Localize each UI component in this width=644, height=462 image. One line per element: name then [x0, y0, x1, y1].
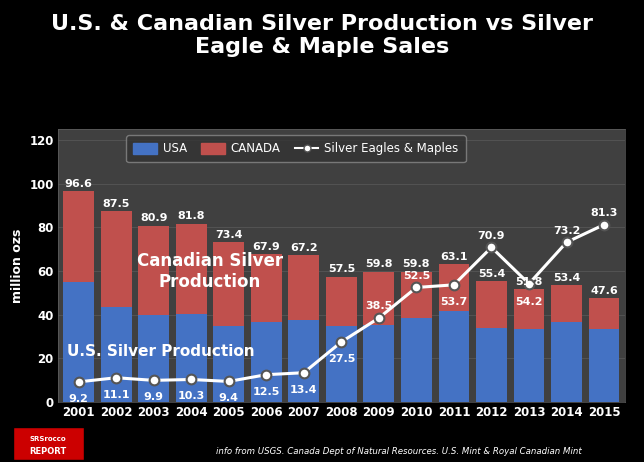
Text: 9.9: 9.9	[144, 392, 164, 402]
Text: 67.9: 67.9	[252, 242, 280, 252]
Text: info from USGS. Canada Dept of Natural Resources. U.S. Mint & Royal Canadian Min: info from USGS. Canada Dept of Natural R…	[216, 448, 582, 456]
Y-axis label: million ozs: million ozs	[11, 229, 24, 303]
Bar	[63, 282, 94, 402]
Bar	[138, 225, 169, 315]
Bar	[63, 191, 94, 282]
Bar	[251, 322, 281, 402]
Text: 73.2: 73.2	[553, 226, 580, 236]
Bar	[439, 311, 469, 402]
Text: REPORT: REPORT	[30, 447, 67, 456]
Text: 9.4: 9.4	[219, 394, 239, 403]
Bar	[100, 307, 131, 402]
Text: Canadian Silver
Production: Canadian Silver Production	[137, 252, 283, 291]
Bar	[138, 315, 169, 402]
Bar	[551, 322, 582, 402]
Bar	[476, 281, 507, 328]
Text: 12.5: 12.5	[252, 387, 280, 397]
Bar	[363, 272, 394, 324]
Text: 47.6: 47.6	[590, 286, 618, 296]
Bar	[213, 326, 244, 402]
Bar	[100, 211, 131, 307]
Text: 53.4: 53.4	[553, 274, 580, 283]
Text: 9.2: 9.2	[69, 394, 88, 404]
Text: 63.1: 63.1	[440, 252, 468, 262]
FancyBboxPatch shape	[13, 427, 84, 460]
Bar	[513, 289, 544, 329]
Text: 80.9: 80.9	[140, 213, 167, 223]
Bar	[476, 328, 507, 402]
Bar	[176, 314, 207, 402]
Text: 27.5: 27.5	[328, 354, 355, 364]
Bar	[289, 320, 319, 402]
Text: U.S. & Canadian Silver Production vs Silver
Eagle & Maple Sales: U.S. & Canadian Silver Production vs Sil…	[51, 14, 593, 57]
Text: 10.3: 10.3	[178, 391, 205, 401]
Text: 81.3: 81.3	[591, 208, 618, 218]
Bar	[401, 318, 431, 402]
Text: 38.5: 38.5	[365, 301, 392, 311]
Text: 59.8: 59.8	[365, 259, 393, 269]
Bar	[589, 329, 620, 402]
Text: 81.8: 81.8	[178, 212, 205, 221]
Bar	[213, 242, 244, 326]
Bar	[551, 286, 582, 322]
Text: 67.2: 67.2	[290, 243, 317, 253]
Bar	[176, 224, 207, 314]
Text: 87.5: 87.5	[102, 199, 130, 209]
Text: 73.4: 73.4	[215, 230, 243, 240]
Text: 70.9: 70.9	[478, 231, 505, 241]
Text: 96.6: 96.6	[64, 179, 93, 189]
Text: 55.4: 55.4	[478, 269, 505, 279]
Text: 53.7: 53.7	[440, 297, 468, 307]
Bar	[289, 255, 319, 320]
Bar	[401, 272, 431, 318]
Text: 59.8: 59.8	[402, 259, 430, 269]
Bar	[363, 324, 394, 402]
Text: 51.8: 51.8	[515, 277, 543, 287]
Legend: USA, CANADA, Silver Eagles & Maples: USA, CANADA, Silver Eagles & Maples	[126, 135, 466, 163]
Text: 52.5: 52.5	[402, 271, 430, 281]
Bar	[326, 326, 357, 402]
Text: 11.1: 11.1	[102, 390, 130, 400]
Text: U.S. Silver Production: U.S. Silver Production	[68, 344, 255, 359]
Text: 54.2: 54.2	[515, 297, 543, 307]
Text: 57.5: 57.5	[328, 264, 355, 274]
Bar	[326, 277, 357, 326]
Bar	[439, 264, 469, 311]
Bar	[513, 329, 544, 402]
Bar	[251, 254, 281, 322]
Bar	[589, 298, 620, 329]
Text: 13.4: 13.4	[290, 385, 317, 395]
Text: SRSrocco: SRSrocco	[30, 436, 66, 442]
